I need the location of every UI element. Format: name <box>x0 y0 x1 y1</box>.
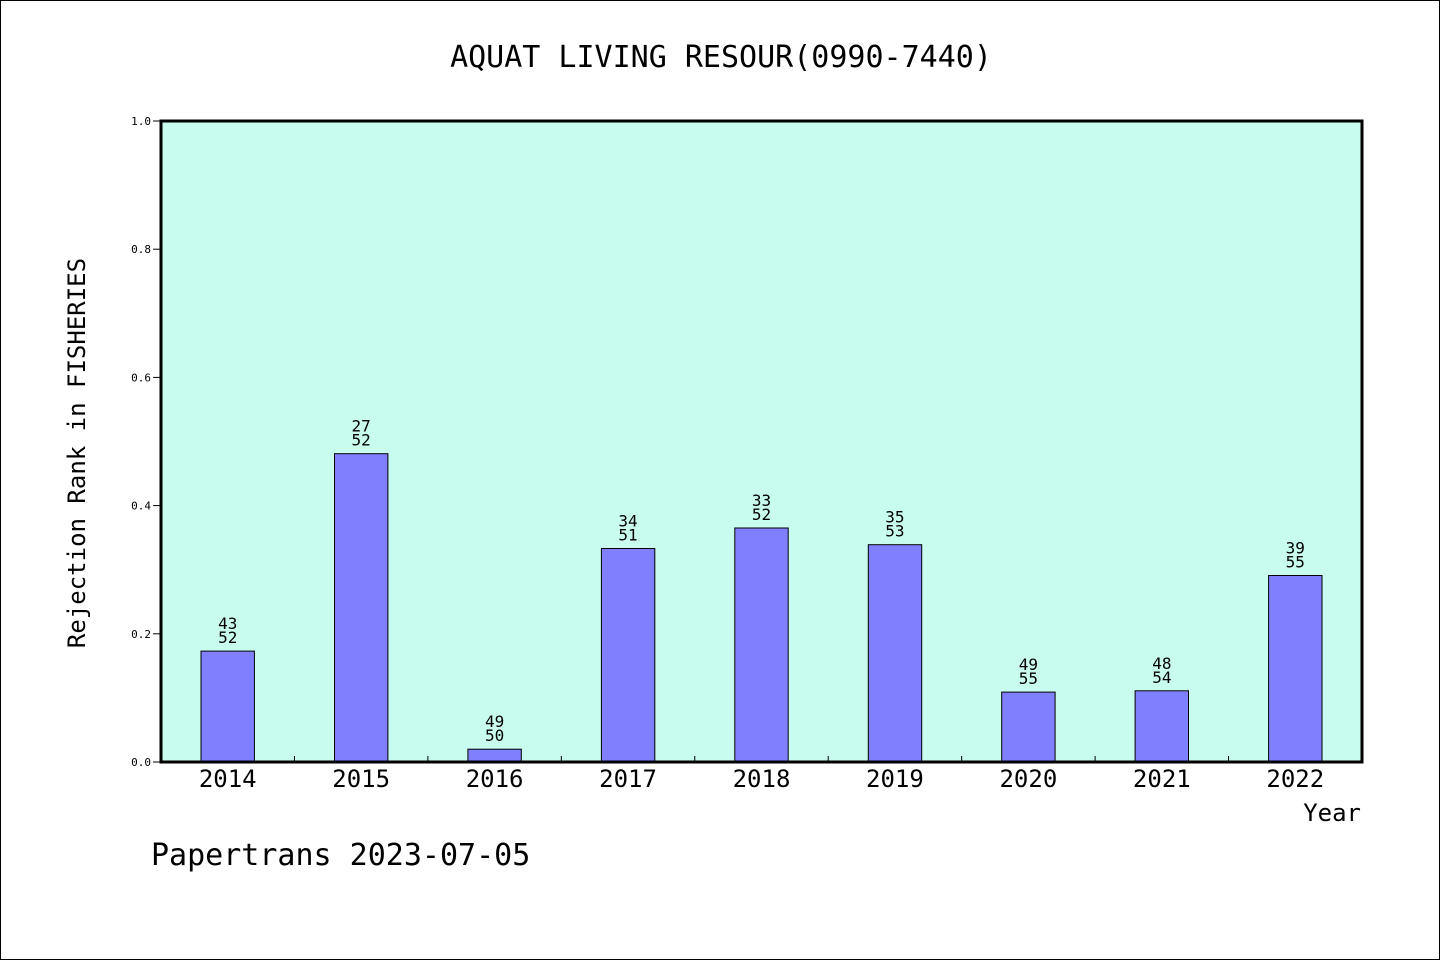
bar-label-bottom: 53 <box>885 522 904 541</box>
x-tick-label: 2016 <box>466 765 524 793</box>
bar-label-top: 39 <box>1286 538 1305 557</box>
footer-text: Papertrans 2023-07-05 <box>151 838 530 873</box>
bar-2016 <box>467 748 522 763</box>
x-tick-label: 2020 <box>999 765 1057 793</box>
y-axis-label: Rejection Rank in FISHERIES <box>63 258 91 648</box>
bar-label-top: 48 <box>1152 654 1171 673</box>
bar-label-bottom: 50 <box>485 726 504 745</box>
bar-label-top: 34 <box>618 512 637 531</box>
bar-label-top: 27 <box>352 417 371 436</box>
x-tick-label: 2019 <box>866 765 924 793</box>
bar-label-top: 33 <box>752 491 771 510</box>
plot-border <box>159 119 1364 764</box>
bar-label-bottom: 55 <box>1286 552 1305 571</box>
axes-group: 2014 2015 2016 2017 2018 2019 2020 2021 2022 0.0 0… <box>131 115 1364 793</box>
x-tick-label: 2015 <box>332 765 390 793</box>
bar-label-top: 43 <box>218 614 237 633</box>
y-tick-label: 1.0 <box>131 115 151 128</box>
bar-2019 <box>867 544 923 763</box>
bar-2017 <box>600 548 656 763</box>
x-tick-label: 2021 <box>1133 765 1191 793</box>
y-tick-label: 0.2 <box>131 628 151 641</box>
bar-label-bottom: 52 <box>352 431 371 450</box>
bar-label-bottom: 52 <box>218 628 237 647</box>
bar-label-bottom: 54 <box>1152 668 1171 687</box>
x-tick-label: 2014 <box>199 765 257 793</box>
bar-2021 <box>1134 690 1189 763</box>
bar-label-bottom: 51 <box>618 526 637 545</box>
y-tick-label: 0.6 <box>131 371 151 384</box>
bar-2020 <box>1001 691 1056 763</box>
bar-2018 <box>734 527 789 763</box>
bar-label-top: 49 <box>485 712 504 731</box>
bar-label-top: 35 <box>885 508 904 527</box>
y-tick-label: 0.0 <box>131 756 151 769</box>
x-axis-label: Year <box>1303 799 1361 827</box>
x-tick-label: 2022 <box>1266 765 1324 793</box>
bar-label-bottom: 55 <box>1019 669 1038 688</box>
bar-label-top: 49 <box>1019 655 1038 674</box>
y-tick-label: 0.8 <box>131 243 151 256</box>
bar-2014 <box>200 650 255 763</box>
bar-2022 <box>1268 575 1323 763</box>
bar-2015 <box>334 453 389 763</box>
y-tick-label: 0.4 <box>131 500 151 513</box>
bar-label-bottom: 52 <box>752 505 771 524</box>
chart-title: AQUAT LIVING RESOUR(0990-7440) <box>450 40 992 75</box>
x-tick-label: 2017 <box>599 765 657 793</box>
x-tick-label: 2018 <box>733 765 791 793</box>
